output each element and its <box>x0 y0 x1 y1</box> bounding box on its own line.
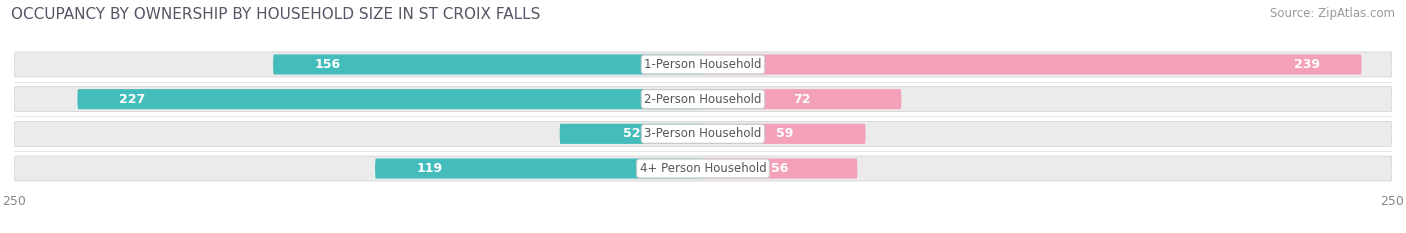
FancyBboxPatch shape <box>375 158 703 178</box>
FancyBboxPatch shape <box>703 158 858 178</box>
Text: 56: 56 <box>772 162 789 175</box>
Text: 4+ Person Household: 4+ Person Household <box>640 162 766 175</box>
FancyBboxPatch shape <box>703 55 1361 75</box>
FancyBboxPatch shape <box>14 156 1392 181</box>
FancyBboxPatch shape <box>273 55 703 75</box>
Text: 2-Person Household: 2-Person Household <box>644 93 762 106</box>
FancyBboxPatch shape <box>77 89 703 109</box>
FancyBboxPatch shape <box>703 124 866 144</box>
Text: 3-Person Household: 3-Person Household <box>644 127 762 140</box>
Text: 156: 156 <box>315 58 340 71</box>
FancyBboxPatch shape <box>14 121 1392 146</box>
Text: Source: ZipAtlas.com: Source: ZipAtlas.com <box>1270 7 1395 20</box>
Text: 52: 52 <box>623 127 640 140</box>
Text: OCCUPANCY BY OWNERSHIP BY HOUSEHOLD SIZE IN ST CROIX FALLS: OCCUPANCY BY OWNERSHIP BY HOUSEHOLD SIZE… <box>11 7 541 22</box>
FancyBboxPatch shape <box>14 87 1392 112</box>
Text: 59: 59 <box>776 127 793 140</box>
FancyBboxPatch shape <box>703 89 901 109</box>
Text: 72: 72 <box>793 93 811 106</box>
Text: 227: 227 <box>118 93 145 106</box>
Text: 1-Person Household: 1-Person Household <box>644 58 762 71</box>
FancyBboxPatch shape <box>560 124 703 144</box>
Text: 239: 239 <box>1295 58 1320 71</box>
FancyBboxPatch shape <box>14 52 1392 77</box>
Text: 119: 119 <box>416 162 443 175</box>
